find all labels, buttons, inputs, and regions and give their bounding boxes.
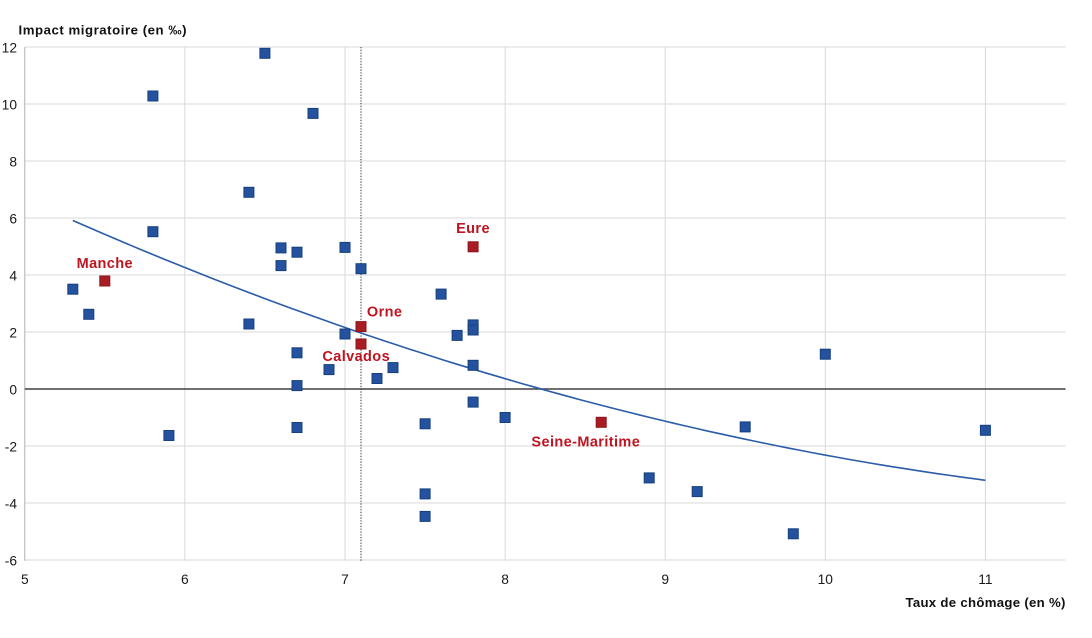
- svg-text:Manche: Manche: [77, 256, 133, 272]
- svg-text:Seine-Maritime: Seine-Maritime: [531, 435, 640, 451]
- svg-text:11: 11: [978, 572, 992, 587]
- svg-text:6: 6: [9, 211, 17, 226]
- svg-text:0: 0: [9, 382, 17, 397]
- svg-text:Calvados: Calvados: [322, 349, 390, 365]
- svg-text:Eure: Eure: [456, 221, 490, 237]
- svg-text:6: 6: [181, 572, 189, 587]
- svg-text:2: 2: [9, 325, 17, 340]
- svg-text:10: 10: [818, 572, 834, 587]
- svg-text:7: 7: [341, 572, 349, 587]
- svg-text:8: 8: [9, 154, 17, 169]
- svg-text:-6: -6: [5, 553, 18, 568]
- svg-text:-2: -2: [5, 439, 17, 454]
- svg-text:Impact migratoire (en ‰): Impact migratoire (en ‰): [19, 23, 188, 38]
- svg-text:9: 9: [661, 572, 669, 587]
- svg-text:Taux de chômage (en %): Taux de chômage (en %): [905, 595, 1065, 610]
- svg-text:8: 8: [501, 572, 509, 587]
- svg-text:-4: -4: [5, 496, 18, 511]
- svg-text:10: 10: [2, 97, 18, 112]
- svg-text:Orne: Orne: [367, 304, 402, 320]
- svg-text:4: 4: [9, 268, 17, 283]
- svg-text:12: 12: [2, 40, 17, 55]
- svg-text:5: 5: [21, 572, 29, 587]
